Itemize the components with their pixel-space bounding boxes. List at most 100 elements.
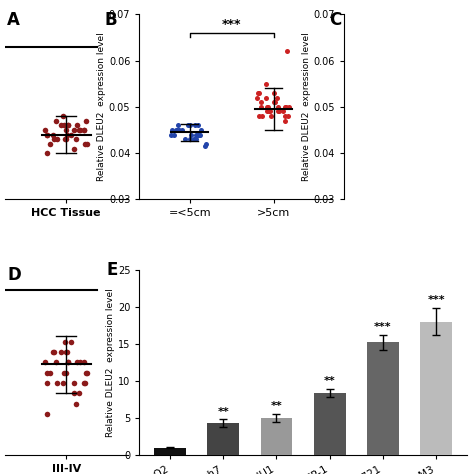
Point [190,136,198,143]
Bar [420,322,452,455]
Point [67,131,74,138]
Point [196,131,203,138]
Point [197,126,205,134]
Point [73,121,81,129]
Y-axis label: Relative DLEU2  expression level: Relative DLEU2 expression level [106,288,115,437]
Bar [314,393,346,455]
Point [52,359,60,366]
Point [64,121,72,129]
Point [46,140,54,148]
Text: D: D [7,266,21,284]
Point [281,112,289,120]
Point [61,338,69,346]
Point [50,131,57,138]
Point [265,108,273,115]
Bar [261,418,292,455]
Point [282,103,289,110]
Point [176,126,183,134]
Point [83,369,91,376]
Point [202,140,210,148]
Point [195,131,203,138]
Point [70,379,77,387]
Point [64,359,72,366]
Point [70,145,78,152]
Point [52,117,60,125]
Point [64,121,72,129]
Point [64,348,71,356]
Point [81,379,88,387]
Point [60,369,68,376]
Point [81,126,88,134]
Point [262,94,270,101]
Point [193,136,201,143]
Y-axis label: Relative DLEU2  expression level: Relative DLEU2 expression level [302,32,311,181]
Point [187,131,195,138]
Point [41,126,49,134]
Text: ***: *** [374,322,392,332]
Point [82,140,89,148]
Point [275,108,283,115]
Point [167,131,175,138]
Point [70,390,78,397]
Point [285,103,292,110]
Point [186,121,194,129]
Point [83,140,91,148]
Point [274,103,282,110]
Point [257,99,265,106]
Point [72,136,80,143]
Point [44,410,51,418]
Text: **: ** [271,401,283,411]
Bar [154,447,186,455]
Point [267,112,275,120]
Point [64,359,72,366]
Point [274,108,282,115]
Point [272,99,279,106]
Point [53,136,61,143]
Point [173,126,181,134]
Point [53,379,61,387]
Point [76,126,83,134]
Point [264,103,272,110]
Point [67,338,74,346]
Point [72,400,80,407]
Y-axis label: Relative DLEU2  expression level: Relative DLEU2 expression level [97,32,106,181]
Point [257,103,264,110]
Bar [207,423,239,455]
Point [60,379,67,387]
Text: A: A [7,10,20,28]
Point [192,131,200,138]
Point [75,390,82,397]
Point [63,126,70,134]
Point [64,131,71,138]
Point [201,142,209,150]
Point [255,112,263,120]
Point [82,369,90,376]
Point [194,131,201,138]
Point [175,121,182,129]
Point [63,136,70,143]
Text: C: C [329,10,342,28]
Point [259,112,266,120]
Point [81,126,88,134]
Point [171,131,178,138]
Point [283,47,291,55]
Point [184,121,191,129]
Point [82,379,89,387]
Point [57,121,64,129]
Point [284,112,292,120]
Point [282,103,290,110]
Point [44,131,51,138]
Point [263,108,271,115]
Point [50,348,57,356]
Point [173,126,180,134]
Point [57,348,64,356]
Point [81,359,88,366]
Point [271,99,278,106]
Point [263,80,270,88]
Point [46,369,54,376]
Point [255,89,262,97]
Text: B: B [105,10,117,28]
Point [194,121,201,129]
Point [82,117,90,125]
Point [191,121,199,129]
